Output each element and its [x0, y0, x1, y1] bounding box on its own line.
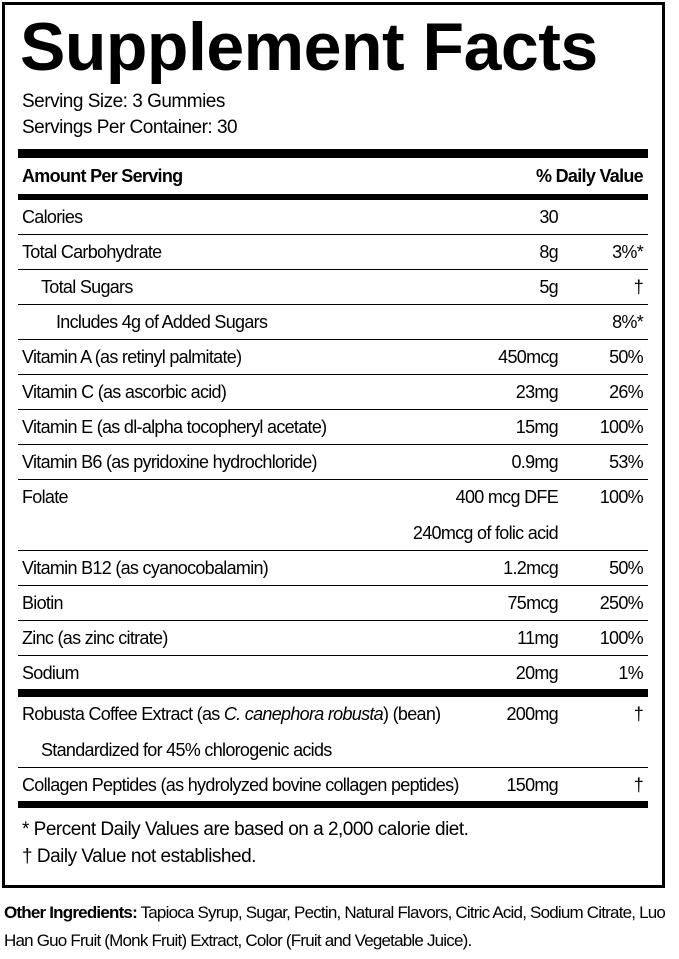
nutrient-row: Vitamin B6 (as pyridoxine hydrochloride)…: [18, 445, 648, 480]
footnotes: * Percent Daily Values are based on a 2,…: [18, 808, 648, 870]
nutrient-row: Total Carbohydrate 8g 3%*: [18, 235, 648, 270]
nutrient-row: Vitamin E (as dl-alpha tocopheryl acetat…: [18, 410, 648, 445]
header-dv: % Daily Value: [536, 166, 644, 186]
daily-value: 100%: [599, 417, 644, 437]
facts-panel: Supplement Facts Serving Size: 3 Gummies…: [18, 5, 648, 870]
nutrient-name: Vitamin E (as dl-alpha tocopheryl acetat…: [22, 417, 327, 437]
amount: 5g: [539, 277, 558, 297]
nutrient-row: Robusta Coffee Extract (as C. canephora …: [18, 697, 648, 733]
amount: 150mg: [506, 774, 558, 795]
nutrient-name: Total Sugars: [41, 277, 133, 297]
daily-value: †: [633, 704, 644, 724]
amount: 15mg: [515, 417, 559, 437]
nutrient-row: Calories 30: [18, 200, 648, 235]
nutrient-name: Zinc (as zinc citrate): [22, 627, 168, 648]
amount: 30: [539, 207, 558, 227]
nutrient-row: Sodium 20mg 1%: [18, 656, 648, 691]
amount: 200mg: [506, 704, 558, 724]
daily-value: 100%: [599, 627, 644, 648]
footnote: * Percent Daily Values are based on a 2,…: [22, 819, 469, 840]
daily-value: 53%: [609, 452, 644, 472]
name-part: ) (bean): [383, 704, 441, 724]
other-rows: Robusta Coffee Extract (as C. canephora …: [18, 697, 648, 803]
note-row: 240mcg of folic acid: [18, 516, 648, 551]
daily-value: †: [633, 277, 644, 297]
title: Supplement Facts: [20, 9, 598, 85]
servings-per-container: Servings Per Container: 30: [22, 117, 238, 138]
rule: [18, 194, 648, 200]
rule: [18, 801, 648, 808]
header-row: Amount Per Serving % Daily Value: [18, 158, 648, 194]
nutrient-row: Zinc (as zinc citrate) 11mg 100%: [18, 621, 648, 656]
nutrient-row: Biotin 75mcg 250%: [18, 586, 648, 621]
other-ingredients: Other Ingredients: Tapioca Syrup, Sugar,…: [4, 899, 676, 955]
nutrient-name: Vitamin C (as ascorbic acid): [22, 382, 227, 402]
nutrient-row: Folate 400 mcg DFE 100%: [18, 480, 648, 516]
description: Standardized for 45% chlorogenic acids: [41, 739, 332, 760]
amount: 0.9mg: [511, 452, 558, 472]
amount: 75mcg: [507, 592, 558, 613]
daily-value: 50%: [609, 557, 644, 578]
nutrient-name: Folate: [22, 487, 69, 507]
description-row: Standardized for 45% chlorogenic acids: [18, 733, 648, 768]
nutrient-rows: Calories 30 Total Carbohydrate 8g 3%* Total S…: [18, 200, 648, 691]
amount: 400 mcg DFE: [455, 487, 559, 507]
rule: [18, 149, 648, 158]
amount: 20mg: [515, 662, 559, 683]
nutrient-name: Vitamin B12 (as cyanocobalamin): [22, 557, 269, 578]
rule: [18, 689, 648, 697]
daily-value: 3%*: [612, 242, 644, 262]
amount: 1.2mcg: [503, 557, 559, 578]
nutrient-name: Includes 4g of Added Sugars: [56, 312, 268, 332]
nutrient-name: Calories: [22, 207, 83, 227]
amount: 450mcg: [498, 347, 559, 367]
nutrient-name: Collagen Peptides (as hydrolyzed bovine …: [22, 774, 459, 795]
nutrient-name: Biotin: [22, 592, 64, 613]
nutrient-name: Total Carbohydrate: [22, 242, 162, 262]
nutrient-name: Sodium: [22, 662, 80, 683]
daily-value: 50%: [609, 347, 644, 367]
daily-value: †: [633, 774, 644, 795]
amount: 8g: [539, 242, 558, 262]
nutrient-row: Vitamin C (as ascorbic acid) 23mg 26%: [18, 375, 648, 410]
name-part: Robusta Coffee Extract (as: [22, 704, 224, 724]
daily-value: 26%: [609, 382, 644, 402]
label-box: [2, 2, 665, 888]
nutrient-row: Includes 4g of Added Sugars 8%*: [18, 305, 648, 340]
ingredients-text: Tapioca Syrup, Sugar, Pectin, Natural Fl…: [4, 903, 666, 950]
header-amount: Amount Per Serving: [22, 166, 183, 186]
nutrient-name: Vitamin B6 (as pyridoxine hydrochloride): [22, 452, 318, 472]
footnote: † Daily Value not established.: [22, 846, 256, 867]
amount: 11mg: [517, 627, 559, 648]
nutrient-row: Vitamin A (as retinyl palmitate) 450mcg 50…: [18, 340, 648, 375]
daily-value: 1%: [618, 662, 643, 683]
nutrient-row: Collagen Peptides (as hydrolyzed bovine …: [18, 768, 648, 803]
daily-value: 100%: [599, 487, 644, 507]
daily-value: 8%*: [612, 312, 644, 332]
name-italic: C. canephora robusta: [223, 704, 384, 724]
nutrient-name: Vitamin A (as retinyl palmitate): [22, 347, 242, 367]
nutrient-name: Robusta Coffee Extract (as C. canephora …: [22, 697, 441, 731]
nutrient-row: Total Sugars 5g †: [18, 270, 648, 305]
daily-value: 250%: [599, 592, 644, 613]
serving-size: Serving Size: 3 Gummies: [22, 91, 225, 112]
nutrient-row: Vitamin B12 (as cyanocobalamin) 1.2mcg 50%: [18, 551, 648, 586]
ingredients-label: Other Ingredients:: [4, 903, 138, 922]
amount-note: 240mcg of folic acid: [412, 522, 559, 543]
amount: 23mg: [515, 382, 559, 402]
